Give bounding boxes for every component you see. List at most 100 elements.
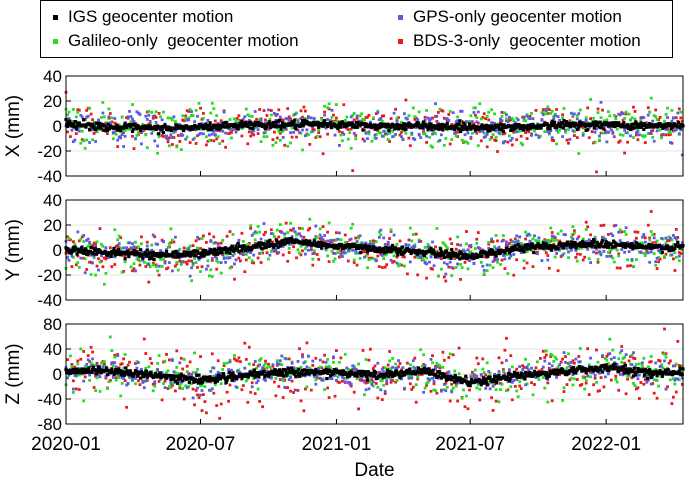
- data-point: [72, 379, 75, 383]
- data-point: [499, 388, 502, 391]
- data-point: [486, 129, 490, 133]
- data-point: [103, 115, 106, 119]
- data-point: [240, 120, 244, 124]
- data-point: [363, 250, 366, 254]
- data-point: [543, 356, 547, 359]
- data-point: [431, 361, 434, 365]
- data-point: [539, 126, 543, 130]
- data-point: [256, 364, 260, 368]
- data-point: [283, 378, 287, 382]
- data-point: [423, 386, 427, 390]
- data-point: [651, 135, 655, 139]
- data-point: [113, 355, 117, 359]
- data-point: [549, 121, 554, 125]
- data-point: [117, 242, 121, 245]
- data-point: [176, 249, 180, 253]
- data-point: [472, 122, 476, 126]
- data-point: [420, 258, 424, 262]
- data-point: [549, 112, 553, 115]
- data-point: [576, 123, 580, 127]
- data-point: [309, 248, 313, 252]
- data-point: [79, 114, 83, 117]
- data-point: [450, 138, 454, 141]
- data-point: [442, 275, 446, 279]
- data-point: [599, 224, 603, 227]
- data-point: [271, 232, 275, 236]
- data-point: [225, 390, 229, 394]
- data-point: [216, 135, 220, 139]
- data-point: [253, 238, 257, 242]
- data-point: [383, 366, 387, 370]
- data-point: [485, 145, 489, 149]
- data-point: [395, 379, 399, 382]
- data-point: [533, 383, 536, 386]
- data-point: [150, 243, 154, 247]
- data-point: [206, 119, 210, 122]
- data-point: [621, 118, 625, 122]
- data-point: [620, 248, 624, 251]
- data-point: [392, 260, 396, 263]
- data-point: [335, 238, 338, 242]
- data-point: [587, 393, 591, 396]
- data-point: [212, 139, 216, 143]
- data-point: [317, 258, 321, 261]
- data-point: [380, 254, 384, 257]
- data-point: [328, 122, 332, 126]
- data-point: [599, 116, 603, 119]
- data-point: [438, 139, 442, 142]
- data-point: [181, 260, 185, 263]
- data-point: [119, 362, 123, 366]
- data-point: [343, 246, 347, 250]
- data-point: [547, 266, 551, 270]
- data-point: [664, 128, 668, 131]
- data-point: [528, 247, 532, 251]
- data-point: [256, 128, 260, 131]
- data-point: [262, 242, 266, 246]
- data-point: [123, 121, 127, 125]
- data-point: [593, 235, 597, 239]
- data-point: [531, 117, 535, 121]
- data-point: [163, 379, 167, 383]
- data-point: [236, 359, 239, 363]
- data-point: [567, 256, 570, 260]
- data-point: [605, 118, 609, 122]
- data-point: [410, 131, 414, 135]
- data-point: [185, 262, 189, 266]
- data-point: [506, 272, 510, 275]
- data-point: [205, 267, 208, 271]
- data-point: [389, 258, 393, 262]
- data-point: [382, 251, 387, 255]
- data-point: [184, 260, 188, 264]
- data-point: [394, 107, 397, 111]
- data-point: [102, 124, 106, 128]
- data-point: [333, 394, 337, 398]
- data-point: [546, 244, 550, 248]
- data-point: [361, 117, 365, 121]
- data-point: [100, 116, 103, 119]
- data-point: [132, 245, 136, 249]
- data-point: [413, 138, 417, 141]
- data-point: [525, 250, 529, 254]
- data-point: [411, 247, 415, 250]
- data-point: [301, 353, 304, 357]
- data-point: [138, 130, 142, 134]
- data-point: [147, 122, 151, 126]
- data-point: [272, 121, 276, 125]
- data-point: [188, 108, 192, 111]
- data-point: [586, 247, 590, 251]
- data-point: [252, 133, 256, 137]
- data-point: [395, 255, 399, 259]
- data-point: [298, 226, 301, 230]
- data-point: [649, 230, 653, 233]
- data-point: [311, 129, 315, 133]
- data-point: [475, 356, 479, 360]
- data-point: [413, 243, 417, 247]
- data-point: [187, 118, 191, 122]
- data-point: [465, 128, 469, 132]
- data-point: [215, 137, 219, 141]
- data-point: [147, 365, 151, 369]
- data-point: [599, 131, 603, 135]
- data-point: [670, 109, 674, 112]
- data-point: [441, 350, 445, 354]
- data-point: [150, 361, 154, 365]
